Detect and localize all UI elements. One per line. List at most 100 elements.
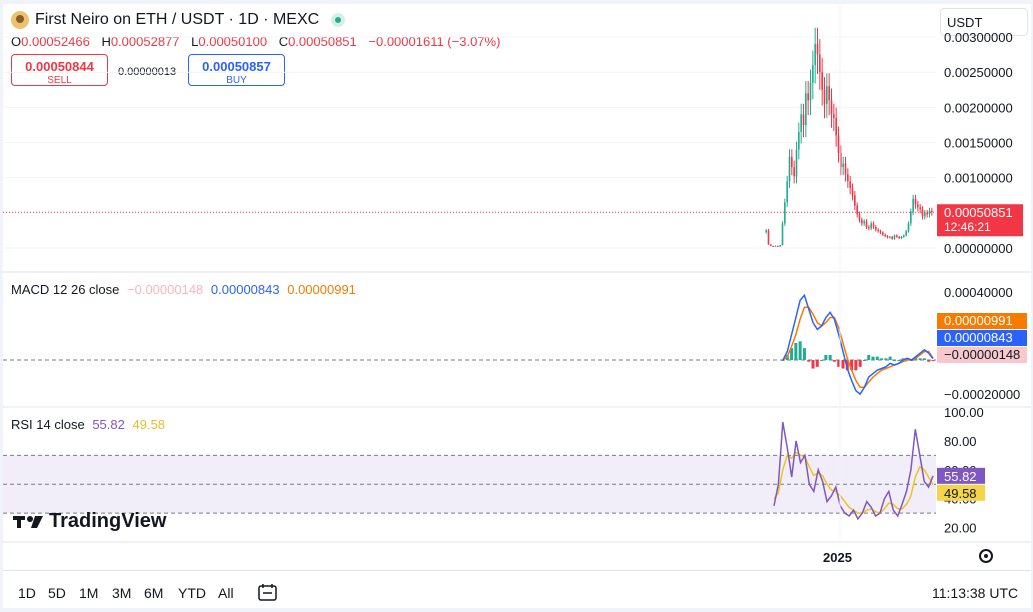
macd-histogram-bar	[854, 360, 858, 371]
rsi-axis-tick: 20.00	[944, 521, 977, 536]
candle-body	[861, 219, 863, 224]
candle-body	[795, 149, 798, 177]
candle-body	[821, 72, 823, 90]
macd-histogram-bar	[914, 358, 918, 361]
price-axis-tick: 0.00100000	[944, 171, 1013, 186]
timeframe-ytd[interactable]: YTD	[178, 585, 206, 601]
macd-histogram-bar	[884, 358, 888, 361]
timeframe-1d[interactable]: 1D	[18, 585, 36, 601]
candle-body	[800, 114, 802, 132]
candle-body	[889, 236, 891, 238]
macd-axis-tick: −0.00020000	[944, 387, 1020, 402]
rsi-badge-bg	[937, 467, 985, 484]
price-axis-tick: 0.00150000	[944, 136, 1013, 151]
candle-body	[877, 229, 879, 232]
candle-body	[798, 131, 800, 150]
rsi-ma-badge-bg	[937, 484, 985, 501]
chart-canvas[interactable]: 0.000000000.000500000.001000000.00150000…	[3, 4, 1031, 570]
rsi-ma-value: 49.58	[132, 417, 166, 432]
macd-histogram-badge: −0.00000148	[944, 347, 1020, 362]
timeframe-1m[interactable]: 1M	[79, 585, 99, 601]
candle-body	[858, 214, 861, 220]
candle-body	[788, 156, 791, 182]
candle-body	[774, 245, 777, 247]
sell-button[interactable]: 0.00050844 SELL	[11, 54, 108, 86]
buy-price: 0.00050857	[202, 59, 271, 74]
macd-histogram-bar	[832, 360, 836, 362]
buy-label: BUY	[226, 75, 247, 86]
candle-body	[870, 223, 872, 229]
sell-price: 0.00050844	[25, 59, 94, 74]
candle-body	[847, 174, 849, 182]
last-price-label: 0.00050851	[944, 205, 1013, 220]
candle-body	[842, 163, 844, 168]
macd-histogram-bar	[794, 343, 798, 361]
candle-body	[900, 236, 903, 239]
macd-histogram-bar	[841, 360, 845, 369]
candle-body	[784, 202, 786, 224]
candle-body	[851, 188, 854, 196]
timeframe-5d[interactable]: 5D	[48, 585, 66, 601]
rsi-badge: 55.82	[944, 469, 977, 484]
macd-axis-tick: 0.00040000	[944, 285, 1013, 300]
candle-body	[891, 236, 893, 239]
macd-line	[782, 293, 934, 396]
macd-histogram-bar	[850, 360, 854, 371]
candle-body	[931, 210, 933, 213]
macd-histogram-bar	[880, 358, 884, 361]
price-axis-tick: 0.00000000	[944, 241, 1013, 256]
macd-histogram-bar	[845, 360, 849, 371]
bottom-toolbar: 1D 5D 1M 3M 6M YTD All 11:13:38 UTC	[3, 570, 1031, 609]
tradingview-watermark: TradingView	[13, 510, 166, 533]
timeframe-3m[interactable]: 3M	[112, 585, 132, 601]
candle-body	[921, 209, 924, 217]
candle-body	[868, 226, 870, 229]
candle-body	[928, 210, 931, 215]
candle-body	[854, 195, 856, 206]
currency-select[interactable]: USDT	[940, 8, 1028, 36]
candle-body	[837, 135, 840, 154]
macd-signal-value: 0.00000991	[287, 282, 356, 297]
macd-signal-badge-bg	[937, 313, 1027, 329]
price-axis-tick: 0.00300000	[944, 30, 1013, 45]
macd-histogram-bar	[905, 358, 909, 361]
candle-body	[812, 65, 814, 83]
timeframe-6m[interactable]: 6M	[144, 585, 164, 601]
candle-body	[914, 198, 917, 205]
macd-legend: MACD 12 26 close −0.00000148 0.00000843 …	[11, 282, 356, 297]
macd-histogram-bar	[862, 360, 866, 362]
macd-histogram-bar	[871, 356, 875, 361]
timeframe-all[interactable]: All	[218, 585, 234, 601]
rsi-value: 55.82	[92, 417, 125, 432]
candle-body	[770, 244, 772, 246]
macd-histogram-bar	[897, 360, 901, 362]
candle-body	[875, 226, 877, 230]
candle-body	[893, 235, 896, 239]
macd-histogram-bar	[922, 358, 926, 361]
rsi-legend: RSI 14 close 55.82 49.58	[11, 417, 165, 432]
candle-body	[772, 245, 774, 247]
candle-body	[844, 163, 847, 175]
utc-clock: 11:13:38 UTC	[932, 585, 1019, 601]
macd-signal-line	[782, 306, 934, 389]
candle-body	[765, 230, 767, 233]
chart-frame: First Neiro on ETH / USDT · 1D · MEXC O0…	[3, 4, 1031, 608]
candle-body	[863, 221, 865, 224]
macd-histogram-bar	[918, 358, 922, 361]
macd-histogram-bar	[888, 356, 892, 361]
sell-label: SELL	[47, 75, 72, 86]
buy-button[interactable]: 0.00050857 BUY	[188, 54, 285, 86]
macd-histogram-bar	[901, 358, 905, 361]
candle-body	[828, 86, 830, 101]
candle-body	[809, 82, 812, 101]
price-change: −0.00001611 (−3.07%)	[368, 34, 501, 49]
candle-body	[816, 44, 819, 55]
symbol-header[interactable]: First Neiro on ETH / USDT · 1D · MEXC	[11, 10, 346, 30]
settings-gear-icon[interactable]	[979, 549, 993, 563]
date-range-calendar-icon[interactable]	[258, 583, 278, 601]
macd-line-badge-bg	[937, 330, 1027, 346]
candle-body	[840, 153, 842, 168]
candle-body	[919, 207, 921, 210]
candle-body	[896, 235, 898, 237]
